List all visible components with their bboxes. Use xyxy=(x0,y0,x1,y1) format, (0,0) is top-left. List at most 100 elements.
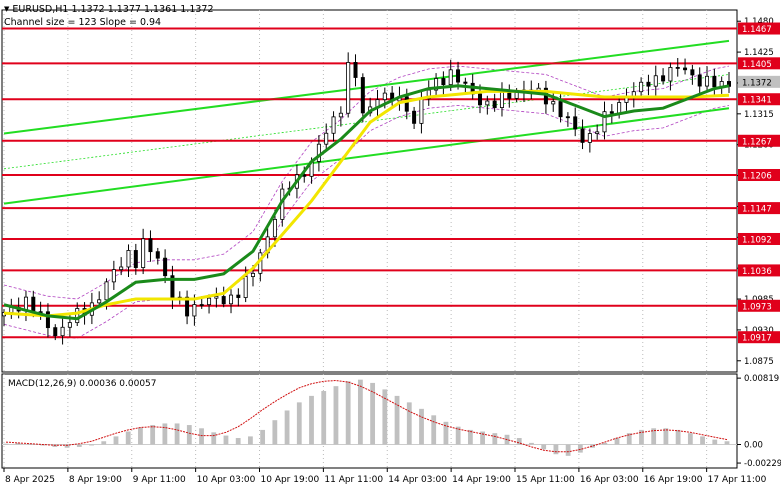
candle-body xyxy=(221,296,226,305)
candle-body xyxy=(668,67,673,82)
candle-body xyxy=(331,116,336,134)
level-label: 1.1267 xyxy=(742,137,772,147)
candle-body xyxy=(653,75,658,87)
macd-bar xyxy=(590,444,595,448)
candle-body xyxy=(661,75,666,82)
candle-body xyxy=(207,297,212,306)
candle-body xyxy=(683,67,688,71)
time-label: 14 Apr 03:00 xyxy=(388,475,447,485)
time-label: 15 Apr 11:00 xyxy=(516,475,575,485)
candle-body xyxy=(573,116,578,130)
macd-bar xyxy=(89,444,94,446)
macd-bar xyxy=(76,444,82,447)
candle-body xyxy=(434,78,439,91)
macd-bar xyxy=(174,423,180,445)
channel-info-label: Channel size = 123 Slope = 0.94 xyxy=(4,17,162,28)
candle-body xyxy=(185,296,190,317)
macd-bar xyxy=(162,423,168,445)
time-label: 16 Apr 19:00 xyxy=(644,475,703,485)
macd-bar xyxy=(223,435,229,445)
macd-bar xyxy=(626,433,632,445)
macd-signal-line xyxy=(5,379,728,453)
candle-body xyxy=(148,238,153,253)
candle-body xyxy=(214,296,219,299)
macd-bar xyxy=(235,438,241,445)
macd-bar xyxy=(394,395,400,445)
candle-body xyxy=(141,238,146,268)
candle-body xyxy=(324,132,329,145)
macd-bar xyxy=(15,442,21,445)
macd-bar xyxy=(639,429,644,445)
candle-body xyxy=(60,326,65,337)
macd-bar xyxy=(577,444,583,453)
macd-bar xyxy=(663,428,669,445)
candle-body xyxy=(463,81,468,84)
ma-yellow-line xyxy=(3,89,730,318)
candle-body xyxy=(272,218,277,238)
macd-bar xyxy=(272,420,278,445)
candle-body xyxy=(412,110,417,124)
macd-bar xyxy=(3,443,9,445)
level-label: 1.1467 xyxy=(742,25,772,35)
candle-body xyxy=(485,100,490,106)
level-label-bg xyxy=(738,299,780,312)
candle-body xyxy=(705,75,710,87)
price-tick-label: 1.1480 xyxy=(744,17,774,27)
price-tick-label: 1.1315 xyxy=(744,110,774,120)
candle-body xyxy=(551,101,556,105)
channel-mid-line xyxy=(3,74,730,170)
ma-green-line xyxy=(3,84,730,321)
level-label-bg xyxy=(738,232,780,245)
candle-body xyxy=(199,304,204,306)
level-label-bg xyxy=(738,169,780,182)
macd-bar xyxy=(199,428,204,445)
macd-bar xyxy=(541,444,547,450)
candle-body xyxy=(514,92,519,99)
candle-body xyxy=(441,78,446,86)
level-label-bg xyxy=(738,331,780,344)
candle-body xyxy=(236,294,241,298)
macd-bar xyxy=(602,442,608,445)
macd-bar xyxy=(125,431,131,445)
time-label: 16 Apr 03:00 xyxy=(580,475,639,485)
macd-bar xyxy=(431,415,437,445)
price-tick-label: 1.1425 xyxy=(744,48,774,58)
candle-body xyxy=(229,294,234,305)
time-label: 11 Apr 11:00 xyxy=(324,475,383,485)
candle-body xyxy=(360,77,365,114)
macd-bar xyxy=(40,444,46,446)
price-tick-label: 1.0930 xyxy=(744,326,774,336)
macd-bar xyxy=(64,444,70,448)
macd-bar xyxy=(321,391,327,445)
level-label: 1.0917 xyxy=(742,334,772,344)
candle-body xyxy=(499,91,504,108)
macd-bar xyxy=(467,429,473,445)
candle-body xyxy=(316,143,321,162)
candle-body xyxy=(104,281,109,301)
level-label: 1.1147 xyxy=(742,205,772,215)
price-tick-label: 1.0875 xyxy=(744,357,774,367)
macd-bar xyxy=(333,386,339,445)
macd-bar xyxy=(138,427,143,445)
macd-bar xyxy=(113,436,119,445)
current-price-label: 1.1372 xyxy=(742,78,772,88)
candle-body xyxy=(75,308,80,324)
macd-bar xyxy=(345,381,351,445)
macd-bar xyxy=(284,410,290,445)
macd-bar xyxy=(296,402,302,445)
macd-bar xyxy=(186,425,192,445)
macd-bar xyxy=(675,429,681,445)
macd-pane-frame xyxy=(1,373,738,469)
price-pane-frame xyxy=(1,9,738,373)
candle-body xyxy=(456,69,461,83)
candle-body xyxy=(31,296,36,313)
candle-body xyxy=(97,299,102,304)
dropdown-triangle-icon[interactable]: ▼ xyxy=(4,5,10,13)
candle-body xyxy=(404,96,409,112)
symbol-ohlc-label: EURUSD,H1 1.1372 1.1377 1.1361 1.1372 xyxy=(12,4,214,15)
macd-bar xyxy=(101,441,107,445)
macd-bar xyxy=(406,402,412,445)
level-label-bg xyxy=(738,22,780,35)
